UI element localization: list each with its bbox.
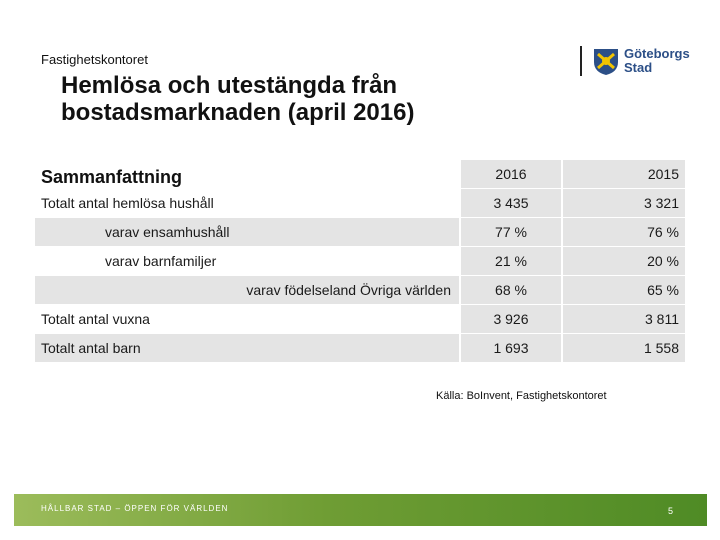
row-label: Totalt antal hemlösa hushåll	[41, 195, 214, 211]
goteborgs-stad-logo: Göteborgs Stad	[580, 44, 690, 80]
value-2016: 77 %	[459, 218, 561, 246]
table-row: Totalt antal barn 1 693 1 558	[35, 334, 685, 362]
logo-divider	[580, 46, 582, 76]
row-label: varav barnfamiljer	[105, 253, 217, 269]
table-row: varav ensamhushåll 77 % 76 %	[35, 218, 685, 246]
value-2016: 21 %	[459, 247, 561, 275]
summary-table: Sammanfattning 2016 2015 Totalt antal he…	[35, 159, 685, 363]
row-label: Totalt antal vuxna	[41, 311, 150, 327]
value-2015: 65 %	[561, 276, 685, 304]
footer-slogan: HÅLLBAR STAD – ÖPPEN FÖR VÄRLDEN	[41, 504, 229, 513]
table-row: Totalt antal vuxna 3 926 3 811	[35, 305, 685, 333]
value-2016: 1 693	[459, 334, 561, 362]
page-number: 5	[667, 506, 673, 516]
row-label: Totalt antal barn	[35, 334, 459, 362]
row-label: varav ensamhushåll	[35, 218, 459, 246]
value-2015: 1 558	[561, 334, 685, 362]
value-2016: 3 435	[459, 189, 561, 217]
value-2015: 3 811	[561, 305, 685, 333]
logo-text: Göteborgs Stad	[624, 47, 690, 75]
value-2016: 3 926	[459, 305, 561, 333]
table-heading: Sammanfattning	[41, 167, 183, 187]
table-header-row: Sammanfattning 2016 2015	[35, 160, 685, 188]
logo-text-line2: Stad	[624, 60, 653, 75]
source-note: Källa: BoInvent, Fastighetskontoret	[436, 390, 607, 402]
column-header-2015: 2015	[561, 160, 685, 188]
footer-bar: HÅLLBAR STAD – ÖPPEN FÖR VÄRLDEN 5	[14, 494, 707, 526]
value-2016: 68 %	[459, 276, 561, 304]
value-2015: 3 321	[561, 189, 685, 217]
logo-text-line1: Göteborgs	[624, 46, 690, 61]
table-row: Totalt antal hemlösa hushåll 3 435 3 321	[35, 189, 685, 217]
value-2015: 76 %	[561, 218, 685, 246]
page-title: Hemlösa och utestängda från bostadsmarkn…	[61, 72, 415, 126]
city-crest-icon	[594, 49, 618, 75]
value-2015: 20 %	[561, 247, 685, 275]
column-header-2016: 2016	[459, 160, 561, 188]
table-row: varav födelseland Övriga världen 68 % 65…	[35, 276, 685, 304]
department-label: Fastighetskontoret	[41, 52, 148, 67]
row-label: varav födelseland Övriga världen	[35, 276, 459, 304]
table-row: varav barnfamiljer 21 % 20 %	[35, 247, 685, 275]
